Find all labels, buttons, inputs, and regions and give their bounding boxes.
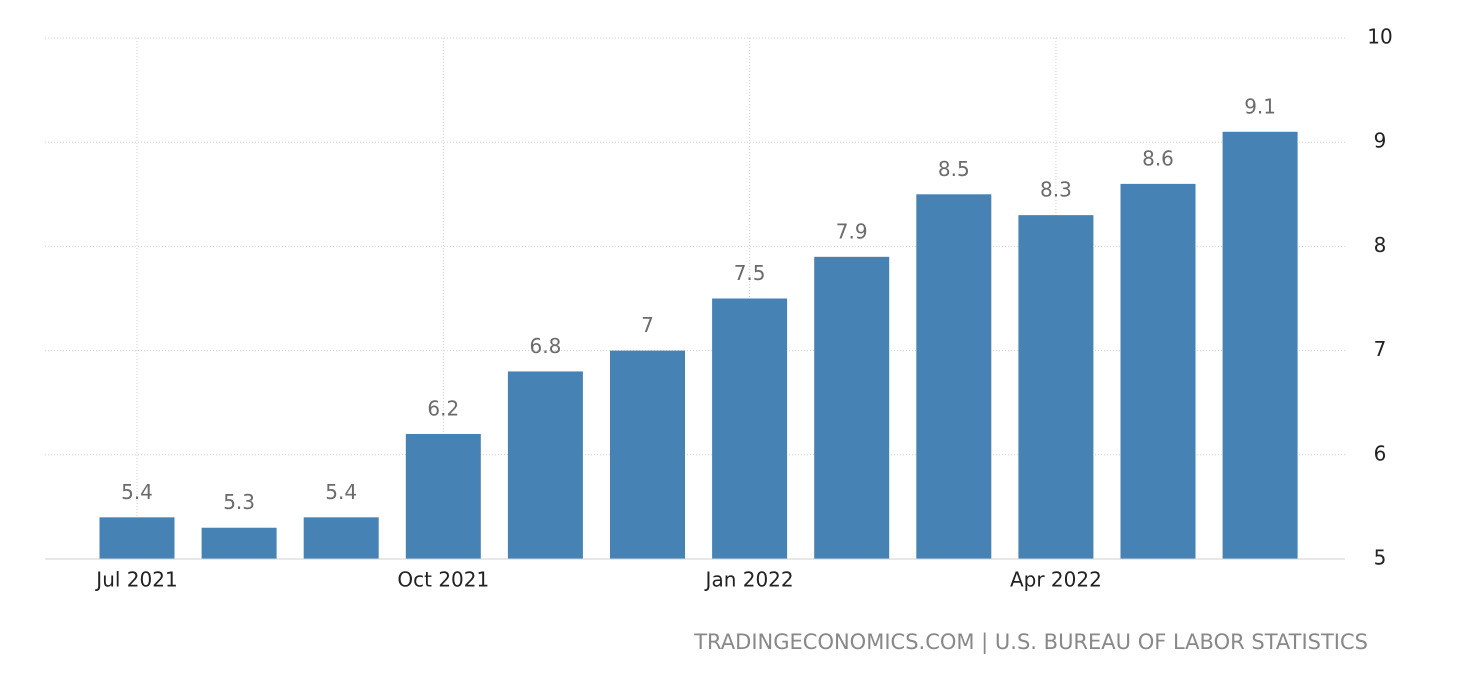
y-tick-label: 6 [1374,441,1387,465]
bar [201,527,277,559]
value-label: 7.5 [734,261,766,285]
bar [1018,215,1094,559]
x-tick-label: Oct 2021 [397,568,489,592]
bar [1222,131,1298,559]
bar [610,350,685,559]
y-tick-label: 7 [1374,337,1387,361]
y-tick-label: 9 [1374,129,1387,153]
bar [814,256,890,559]
bar [507,371,583,559]
bar [99,517,175,559]
y-tick-label: 5 [1374,546,1387,570]
value-label: 5.3 [223,490,255,514]
value-label: 6.2 [427,396,459,420]
bar [916,194,992,560]
value-label: 8.6 [1142,146,1174,170]
bar [1120,183,1196,559]
value-label: 5.4 [325,480,357,504]
value-label: 7 [641,313,654,337]
value-label: 8.3 [1040,178,1072,202]
bar [712,298,788,559]
x-tick-label: Apr 2022 [1010,568,1102,592]
x-tick-label: Jul 2021 [94,568,177,592]
bar [303,517,379,559]
value-label: 8.5 [938,157,970,181]
bar [405,433,481,559]
value-label: 6.8 [529,334,561,358]
value-label: 9.1 [1244,94,1276,118]
value-label: 5.4 [121,480,153,504]
value-label: 7.9 [836,219,868,243]
y-tick-label: 10 [1367,25,1392,49]
y-tick-label: 8 [1374,233,1387,257]
x-tick-label: Jan 2022 [704,568,794,592]
source: TRADINGECONOMICS.COM | U.S. BUREAU OF LA… [693,630,1368,655]
